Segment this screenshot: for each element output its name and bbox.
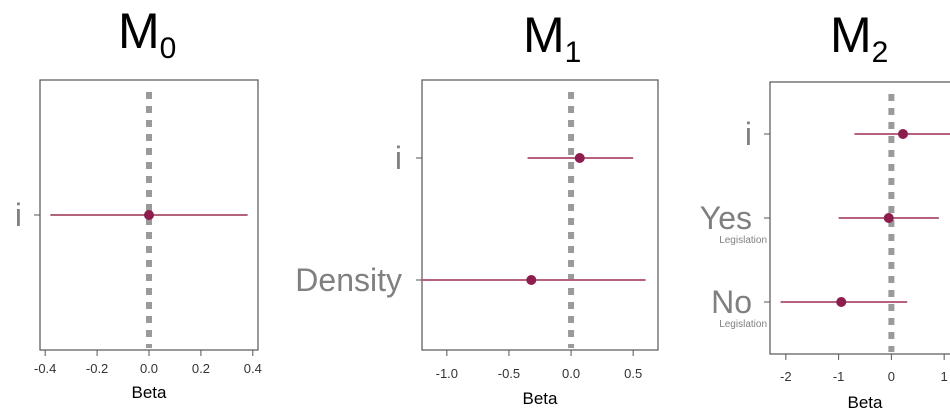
x-tick-label: 0.5 [624, 366, 642, 381]
x-tick-label: 0.2 [192, 361, 210, 376]
x-axis-label: Beta [132, 383, 168, 402]
category-label: i [745, 116, 752, 152]
panel-m2: M2 i Yes Legislation No Legislation -2 -1 0 1 Bet… [690, 0, 950, 418]
x-tick-label: -1 [833, 369, 845, 384]
x-tick-label: 0 [888, 369, 895, 384]
panel-title-subscript: 2 [871, 36, 889, 69]
category-sublabel: Legislation [719, 319, 767, 330]
x-tick-label: -0.4 [34, 361, 56, 376]
x-axis-label: Beta [523, 389, 559, 408]
panel-title-text: M [523, 7, 565, 63]
point-estimate [898, 129, 908, 139]
panel-title-text: M [118, 3, 160, 59]
category-label: i [395, 140, 402, 176]
point-estimate [836, 297, 847, 307]
x-tick-label: -2 [780, 369, 792, 384]
x-tick-label: 0.4 [244, 361, 262, 376]
panel-title-subscript: 0 [159, 32, 177, 65]
x-tick-label: 0.0 [140, 361, 158, 376]
panel-title: M0 [118, 6, 176, 64]
forest-plot-m0: i -0.4 -0.2 0.0 0.2 0.4 Beta [15, 79, 262, 402]
category-label: i [15, 197, 22, 233]
forest-plot-m1: i Density -1.0 -0.5 0.0 0.5 Beta [295, 79, 659, 408]
x-tick-label: 0.0 [562, 366, 580, 381]
point-estimate [574, 153, 585, 163]
panel-m0: M0 i -0.4 -0.2 0.0 0.2 0.4 Beta [0, 0, 290, 418]
panel-m1: M1 i Density -1.0 -0.5 0.0 0.5 Beta [280, 0, 680, 418]
panel-title: M1 [523, 10, 581, 68]
point-estimate [883, 213, 894, 223]
x-tick-label: -0.2 [86, 361, 108, 376]
panel-title-subscript: 1 [564, 36, 582, 69]
x-tick-label: -0.5 [498, 366, 520, 381]
x-tick-label: 1 [941, 369, 948, 384]
category-sublabel: Legislation [719, 235, 767, 246]
point-estimate [526, 275, 537, 285]
x-axis-label: Beta [848, 393, 884, 412]
category-label: Yes [700, 200, 752, 236]
x-tick-label: -1.0 [436, 366, 458, 381]
plot-frame [421, 79, 659, 351]
panel-title: M2 [830, 10, 888, 68]
category-label: Density [295, 262, 402, 298]
panel-title-text: M [830, 7, 872, 63]
point-estimate [144, 210, 154, 220]
category-label: No [711, 284, 752, 320]
